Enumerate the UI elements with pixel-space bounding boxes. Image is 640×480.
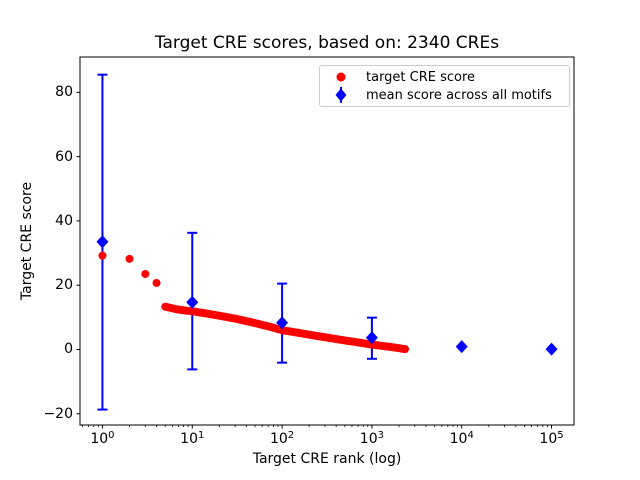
blue-diamond-errorbar-icon [335, 87, 347, 103]
x-tick-label: 102 [269, 430, 295, 447]
red-dot-icon [336, 72, 346, 82]
y-tick-label: −20 [43, 405, 73, 422]
legend-label-mean-score: mean score across all motifs [366, 87, 552, 103]
x-tick-label: 100 [90, 430, 115, 447]
y-tick-label: 60 [55, 148, 73, 165]
legend-item-mean-score: mean score across all motifs [325, 86, 569, 104]
y-tick-label: 40 [55, 212, 73, 229]
x-tick-label: 104 [449, 430, 474, 447]
x-axis-label: Target CRE rank (log) [252, 451, 402, 467]
legend: target CRE score mean score across all m… [319, 65, 570, 107]
x-tick-label: 103 [359, 430, 385, 447]
x-tick-label: 101 [180, 430, 205, 447]
y-tick-label: 0 [64, 341, 73, 358]
y-tick-label: 80 [55, 84, 73, 101]
x-tick-label: 105 [539, 430, 564, 447]
legend-label-target-cre-score: target CRE score [366, 69, 476, 85]
y-tick-label: 20 [55, 277, 73, 294]
legend-item-target-cre-score: target CRE score [325, 68, 569, 86]
chart-title: Target CRE scores, based on: 2340 CREs [154, 33, 500, 53]
